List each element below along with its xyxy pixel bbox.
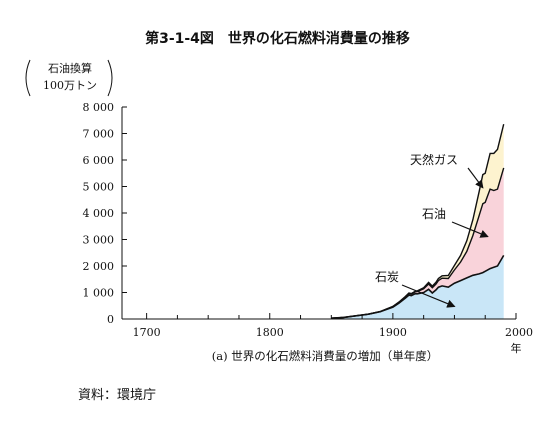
annotation-label: 石油 [422, 207, 446, 221]
x-tick-label: 1800 [256, 326, 284, 339]
y-axis-unit: 石油換算 100万トン [25, 59, 113, 97]
annotation-label: 石炭 [375, 270, 399, 284]
x-tick-label: 1900 [379, 326, 407, 339]
y-tick-label: 0 [107, 313, 114, 326]
annotation-arrow [401, 284, 456, 308]
y-tick-label: 3 000 [83, 234, 115, 247]
y-axis-label-line2: 100万トン [43, 79, 97, 92]
annotation-arrow [467, 167, 484, 189]
source-note: 資料：環境庁 [78, 388, 157, 403]
chart-caption: (a) 世界の化石燃料消費量の増加（単年度） [212, 349, 438, 363]
y-tick-label: 1 000 [83, 287, 115, 300]
figure-title: 第3-1-4図 世界の化石燃料消費量の推移 [145, 31, 410, 47]
x-tick-label: 2000 [505, 326, 533, 339]
annotation-label: 天然ガス [410, 152, 458, 167]
annotation-arrow [451, 221, 489, 238]
left-paren [25, 59, 31, 97]
axes: 0 1 000 2 000 3 000 4 000 5 000 6 000 7 000 8 00… [83, 101, 534, 339]
y-tick-label: 7 000 [83, 128, 115, 141]
y-tick-label: 8 000 [83, 101, 115, 114]
y-axis-label-line1: 石油換算 [48, 61, 92, 75]
y-tick-label: 4 000 [83, 207, 115, 220]
x-tick-label: 1700 [133, 326, 161, 339]
plot-areas [331, 124, 504, 319]
y-tick-label: 5 000 [83, 181, 115, 194]
chart-svg: 石油換算 100万トン 0 1 000 2 000 3 000 4 000 5 000 6 … [25, 59, 534, 363]
x-axis-unit: 年 [511, 341, 522, 355]
y-tick-label: 2 000 [83, 260, 115, 273]
area-series-0 [331, 255, 504, 319]
right-paren [107, 59, 113, 97]
plot-lines [331, 124, 505, 319]
line-series-2 [331, 124, 505, 319]
y-tick-label: 6 000 [83, 154, 115, 167]
